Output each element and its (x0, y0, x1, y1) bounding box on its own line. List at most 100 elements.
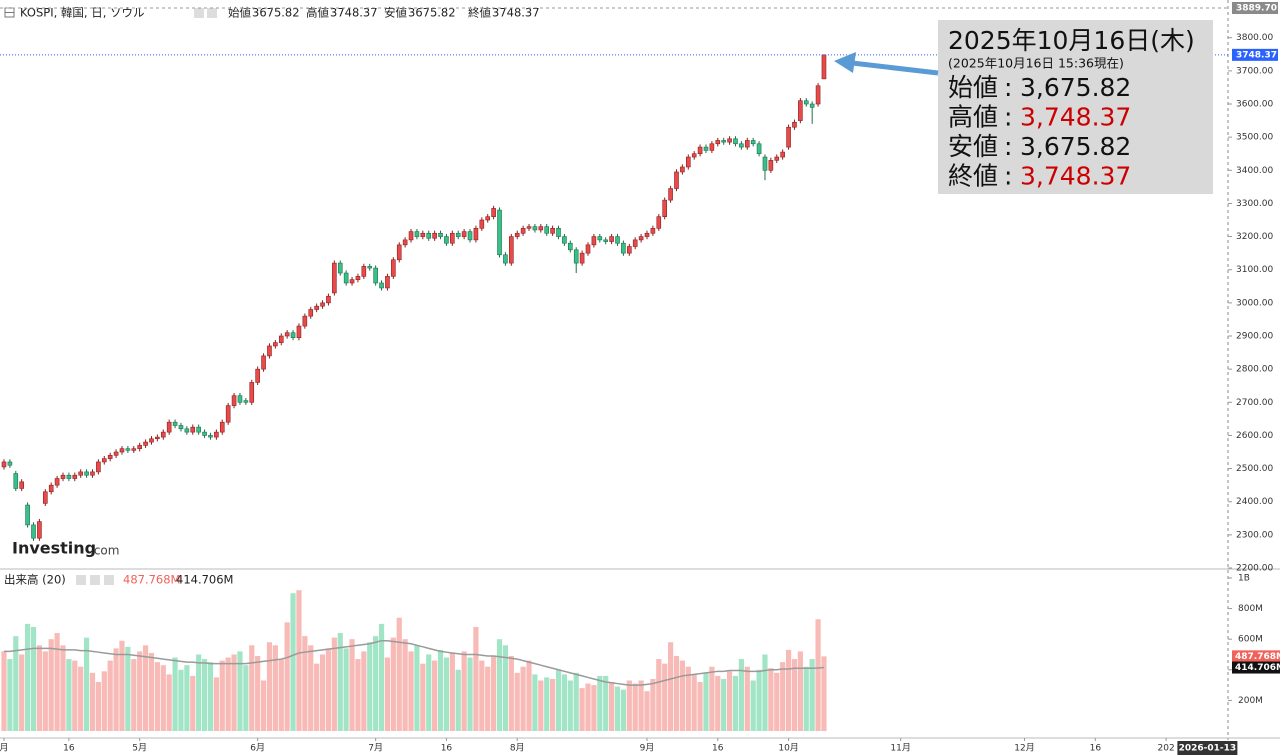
volume-bar (36, 645, 42, 731)
volume-bar (544, 677, 550, 731)
candle-body (143, 441, 148, 446)
volume-bar (821, 656, 827, 731)
candle-body (650, 227, 656, 234)
y-tick-label: 2500.00 (1236, 464, 1273, 474)
volume-bar (591, 685, 597, 731)
candle-body (821, 54, 827, 80)
volume-bar (585, 683, 591, 731)
top-label-box (1232, 2, 1278, 14)
candle-body (66, 474, 72, 479)
candle-body (798, 100, 803, 121)
candle-body (774, 156, 780, 161)
candle-body (656, 216, 662, 229)
volume-bar (620, 689, 626, 731)
volume-bar (426, 654, 432, 731)
candle-body (550, 227, 555, 234)
tooltip-label: 安値 (948, 132, 998, 161)
candle-body (225, 405, 231, 423)
candle-body (396, 244, 402, 261)
candle-body (7, 461, 13, 466)
y-tick-label: 2800.00 (1236, 365, 1273, 375)
candle-body (273, 342, 278, 347)
x-tick-label: 202 (1158, 744, 1175, 754)
candle-body (450, 232, 455, 244)
volume-bar (166, 674, 172, 731)
volume-bar (750, 680, 756, 731)
y-tick-label: 2300.00 (1236, 530, 1273, 540)
volume-bar (597, 675, 603, 731)
candle-body (461, 231, 467, 237)
candle-body (803, 100, 809, 105)
settings-icon[interactable] (207, 8, 217, 18)
candle-body (638, 236, 644, 241)
y-tick-label: 3800.00 (1236, 33, 1273, 43)
candle-body (721, 140, 726, 143)
candle-body (391, 259, 396, 277)
y-tick-label: 3100.00 (1236, 265, 1273, 275)
candle-body (125, 448, 131, 451)
candle-body (78, 471, 83, 476)
volume-bar (255, 656, 261, 731)
candle-body (703, 146, 709, 151)
volume-bar (762, 654, 768, 731)
volume-bar (797, 651, 803, 731)
x-tick-label: 10月 (778, 743, 798, 754)
volume-bar (532, 674, 538, 731)
volume-bar (95, 682, 101, 731)
volume-bar (107, 660, 113, 731)
candle-body (42, 491, 48, 504)
x-tick-label: 9月 (640, 743, 655, 754)
candle-body (762, 156, 768, 171)
candle-body (60, 474, 66, 479)
volume-bar (7, 659, 13, 731)
volume-bar (13, 636, 19, 731)
settings-icon[interactable] (90, 575, 100, 585)
candle-body (13, 473, 19, 489)
candle-body (503, 254, 508, 264)
candle-body (261, 355, 266, 370)
volume-bar (473, 626, 479, 731)
volume-bar (408, 651, 414, 731)
volume-bar (260, 680, 267, 731)
candle-body (750, 140, 756, 145)
volume-bar (809, 659, 815, 731)
volume-bar (455, 669, 461, 731)
candle-body (96, 461, 101, 473)
volume-bar (296, 590, 302, 731)
candle-body (591, 236, 597, 246)
volume-bar (48, 639, 54, 731)
volume-bar (709, 666, 715, 731)
candle-body (609, 236, 614, 242)
eye-icon[interactable] (76, 575, 86, 585)
candle-body (526, 226, 532, 229)
candle-body (196, 426, 201, 433)
candle-body (438, 232, 443, 237)
volume-bar (278, 659, 284, 731)
candle-body (290, 332, 296, 338)
tooltip-time: (2025年10月16日 15:36現在) (948, 56, 1124, 71)
eye-icon[interactable] (194, 8, 204, 18)
legend-label: 安値 (384, 6, 407, 20)
y-tick-label: 3400.00 (1236, 166, 1273, 176)
volume-bar (331, 637, 337, 731)
candle-body (733, 138, 738, 145)
candle-body (172, 421, 178, 426)
volume-bar (603, 675, 609, 731)
close-icon[interactable] (104, 575, 114, 585)
volume-bar (561, 674, 568, 731)
candle-body (237, 395, 243, 403)
volume-bar (791, 659, 798, 731)
volume-bar (443, 657, 450, 731)
volume-bar (284, 622, 290, 731)
candle-body (385, 276, 390, 289)
candle-body (184, 428, 190, 433)
volume-bar (390, 637, 396, 731)
volume-bar (579, 688, 585, 731)
callout-arrow-head (834, 52, 856, 73)
candle-body (267, 345, 272, 357)
candle-body (19, 481, 24, 489)
candle-body (727, 138, 732, 143)
volume-bar (609, 682, 615, 731)
candle-body (1, 461, 7, 468)
